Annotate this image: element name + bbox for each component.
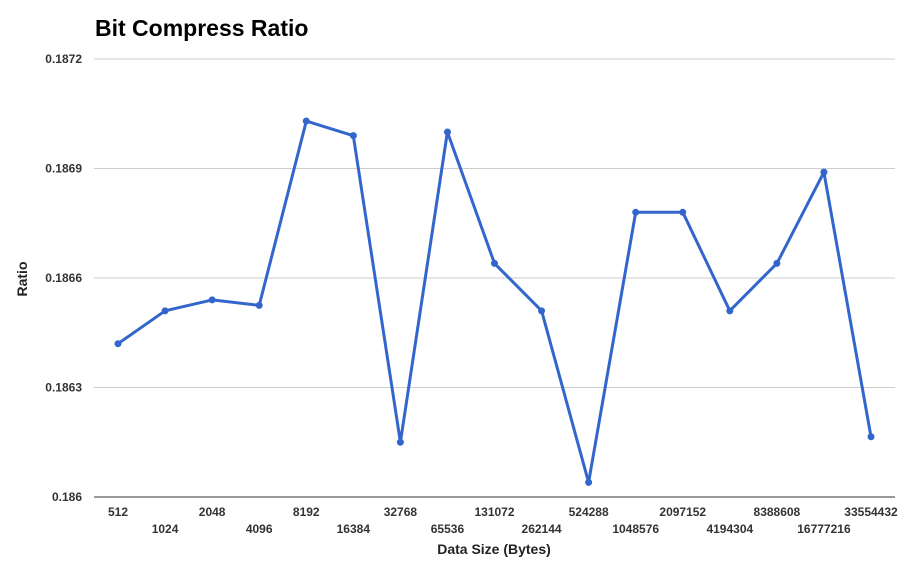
x-tick-label: 1048576 (612, 522, 659, 536)
x-tick-label: 2048 (199, 505, 226, 519)
y-tick-label: 0.1863 (45, 381, 82, 395)
y-axis-title: Ratio (14, 262, 30, 297)
data-point (538, 307, 546, 315)
x-axis-title: Data Size (Bytes) (437, 541, 551, 557)
y-tick-label: 0.1872 (45, 52, 82, 66)
data-point (773, 259, 781, 267)
data-point (208, 296, 216, 304)
y-tick-label: 0.186 (52, 490, 82, 504)
data-point (349, 132, 357, 140)
data-point (255, 301, 263, 309)
y-axis-tick-labels: 0.186 0.1863 0.1866 0.1869 0.1872 (45, 52, 82, 504)
x-tick-label: 16384 (337, 522, 371, 536)
x-tick-label: 512 (108, 505, 128, 519)
x-tick-label: 8388608 (754, 505, 801, 519)
data-point (443, 128, 451, 136)
x-tick-label: 32768 (384, 505, 418, 519)
series-layer (114, 117, 875, 486)
x-tick-label: 8192 (293, 505, 320, 519)
x-tick-label: 524288 (569, 505, 609, 519)
x-tick-label: 65536 (431, 522, 465, 536)
y-tick-label: 0.1869 (45, 162, 82, 176)
x-tick-label: 131072 (474, 505, 514, 519)
chart-title: Bit Compress Ratio (95, 15, 309, 41)
data-point (679, 208, 687, 216)
x-tick-label: 1024 (152, 522, 179, 536)
data-point (302, 117, 310, 125)
x-tick-label: 262144 (522, 522, 562, 536)
x-tick-label: 4194304 (706, 522, 753, 536)
data-point (396, 438, 404, 446)
x-axis-tick-labels: 512 1024 2048 4096 8192 16384 32768 65536 131072… (108, 505, 898, 536)
data-point (632, 208, 640, 216)
data-point (161, 307, 169, 315)
y-tick-label: 0.1866 (45, 271, 82, 285)
x-tick-label: 16777216 (797, 522, 851, 536)
data-point (726, 307, 734, 315)
gridlines (94, 58, 895, 498)
data-point (114, 340, 122, 348)
series-line (116, 119, 873, 484)
data-point (867, 433, 875, 441)
x-tick-label: 33554432 (844, 505, 898, 519)
data-point (820, 168, 828, 176)
data-point (491, 259, 498, 267)
data-point (585, 478, 593, 486)
x-tick-label: 4096 (246, 522, 273, 536)
x-tick-label: 2097152 (659, 505, 706, 519)
